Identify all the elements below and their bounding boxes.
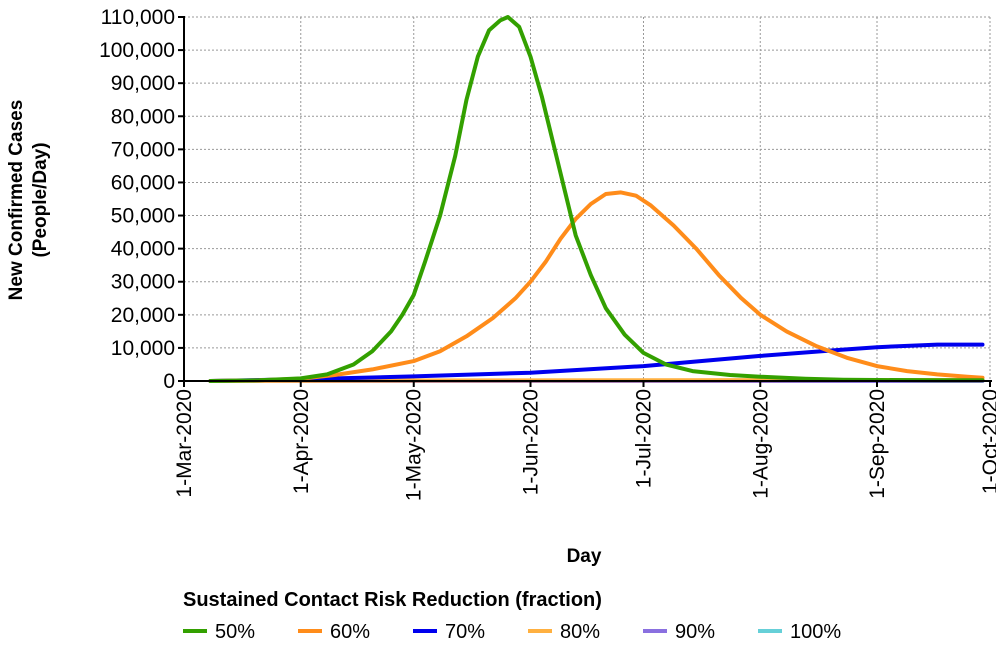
x-axis-title: Day	[567, 546, 602, 567]
y-tick-label: 110,000	[101, 6, 175, 29]
x-tick-label: 1-Oct-2020	[979, 389, 996, 494]
x-tick-label: 1-Jun-2020	[520, 389, 543, 495]
x-tick-label: 1-Jul-2020	[632, 389, 655, 488]
series-line-60pct	[208, 190, 985, 383]
gridlines	[184, 16, 992, 381]
legend-item: 50%	[183, 621, 255, 643]
legend-label: 60%	[330, 621, 370, 643]
series-lines	[208, 15, 985, 383]
y-tick-label: 40,000	[111, 238, 175, 261]
y-tick-label: 20,000	[111, 304, 175, 327]
legend-item: 90%	[643, 621, 715, 643]
x-tick-label: 1-May-2020	[403, 389, 426, 501]
y-tick-label: 60,000	[111, 171, 175, 194]
legend-label: 80%	[560, 621, 600, 643]
series-line-50pct	[208, 15, 985, 383]
legend-label: 70%	[445, 621, 485, 643]
y-tick-label: 90,000	[111, 72, 175, 95]
legend-label: 50%	[215, 621, 255, 643]
y-axis-ticks: 0 10,000 20,000 30,000 40,000 50,000 60,000 70,…	[99, 6, 184, 393]
legend-item: 100%	[758, 621, 841, 643]
y-tick-label: 70,000	[111, 138, 175, 161]
x-tick-label: 1-Sep-2020	[866, 389, 889, 499]
y-tick-label: 0	[163, 370, 175, 393]
legend-label: 100%	[790, 621, 841, 643]
legend-label: 90%	[675, 621, 715, 643]
y-tick-label: 50,000	[111, 205, 175, 228]
y-tick-label: 30,000	[111, 271, 175, 294]
y-tick-label: 100,000	[99, 39, 175, 62]
x-tick-label: 1-Mar-2020	[173, 389, 196, 498]
y-axis-title-line1: New Confirmed Cases	[6, 100, 27, 301]
legend-title: Sustained Contact Risk Reduction (fracti…	[183, 589, 602, 611]
x-tick-label: 1-Apr-2020	[290, 389, 313, 494]
y-tick-label: 10,000	[111, 337, 175, 360]
legend-item: 60%	[298, 621, 370, 643]
series-line-70pct	[208, 342, 985, 383]
legend-item: 70%	[413, 621, 485, 643]
legend-item: 80%	[528, 621, 600, 643]
y-tick-label: 80,000	[111, 105, 175, 128]
x-axis-ticks: 1-Mar-2020 1-Apr-2020 1-May-2020 1-Jun-2020…	[173, 381, 996, 501]
legend: 50% 60% 70% 80% 90% 100%	[183, 621, 841, 643]
y-axis-title-line2: (People/Day)	[30, 142, 51, 257]
x-tick-label: 1-Aug-2020	[749, 389, 772, 499]
